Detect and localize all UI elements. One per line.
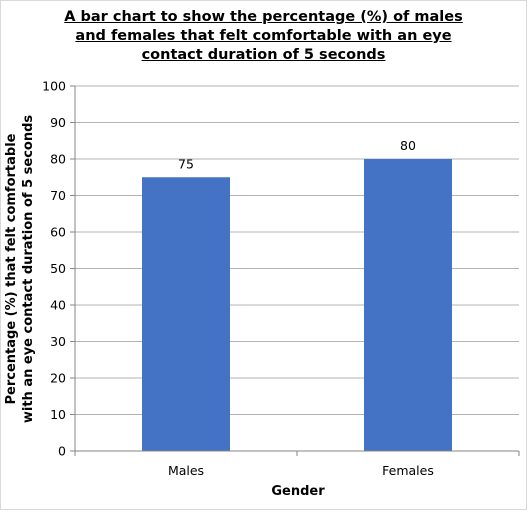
y-tick-label-40: 40: [50, 298, 66, 313]
y-tick-label-90: 90: [50, 115, 66, 130]
y-axis-title-line-1: Percentage (%) that felt comfortable: [4, 133, 19, 404]
x-category-label-females: Females: [382, 463, 434, 478]
y-tick-label-20: 20: [50, 371, 66, 386]
chart-title-line-3: contact duration of 5 seconds: [141, 47, 386, 63]
data-label-males: 75: [178, 156, 194, 171]
chart-title-line-2: and females that felt comfortable with a…: [75, 28, 452, 44]
x-category-labels: Males Females: [168, 463, 434, 478]
bar-females: [364, 159, 452, 451]
y-tick-label-50: 50: [50, 261, 66, 276]
y-tick-label-100: 100: [42, 79, 66, 94]
y-tick-label-80: 80: [50, 152, 66, 167]
y-tick-label-60: 60: [50, 225, 66, 240]
y-axis-title-line-2: with an eye contact duration of 5 second…: [21, 115, 36, 424]
axes: [70, 86, 519, 456]
y-tick-label-10: 10: [50, 407, 66, 422]
chart-title: A bar chart to show the percentage (%) o…: [41, 8, 486, 65]
x-axis-title: Gender: [271, 484, 325, 499]
x-category-label-males: Males: [168, 463, 204, 478]
y-tick-label-0: 0: [58, 444, 66, 459]
y-tick-label-70: 70: [50, 188, 66, 203]
data-labels: 75 80: [178, 138, 416, 171]
y-axis-title: Percentage (%) that felt comfortable wit…: [4, 115, 36, 424]
chart-title-line-1: A bar chart to show the percentage (%) o…: [64, 9, 463, 25]
bars: [142, 159, 452, 451]
data-label-females: 80: [400, 138, 416, 153]
y-tick-labels: 0 10 20 30 40 50 60 70 80 90 100: [42, 79, 66, 459]
y-tick-label-30: 30: [50, 334, 66, 349]
bar-males: [142, 177, 230, 451]
